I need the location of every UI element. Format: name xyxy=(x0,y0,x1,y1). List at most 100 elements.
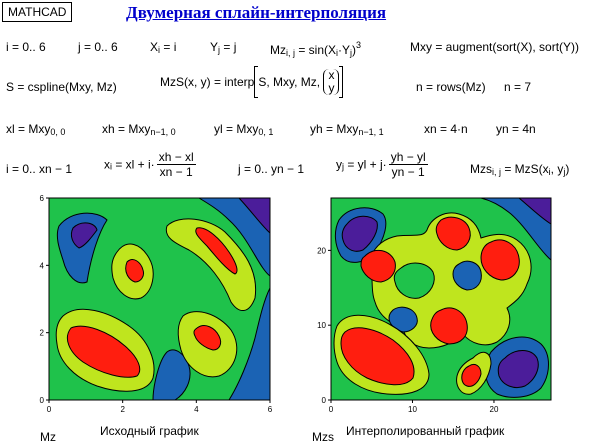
x-tick-label: 4 xyxy=(194,405,199,414)
def-i-range[interactable]: i = 0.. xn − 1 xyxy=(6,162,73,176)
bracket-right xyxy=(339,66,344,98)
yj-numerator: yh − yl xyxy=(388,150,428,165)
xi-fraction: xh − xl xn − 1 xyxy=(156,150,196,179)
yh-expr: yh = Mxy xyxy=(310,122,359,136)
mzs-y-index: j xyxy=(563,167,566,177)
y-tick-label: 0 xyxy=(322,396,327,405)
left-plot-variable: Mz xyxy=(40,430,56,444)
vector-y: y xyxy=(328,81,335,95)
def-mxy[interactable]: Mxy = augment(sort(X), sort(Y)) xyxy=(410,40,580,54)
mz-expr: = sin(X xyxy=(295,43,337,57)
right-plot-caption: Интерполированный график xyxy=(346,424,505,438)
xh-index: n−1, 0 xyxy=(150,127,176,137)
y-tick-label: 2 xyxy=(40,329,45,338)
def-yn[interactable]: yn = 4n xyxy=(496,122,536,136)
def-s[interactable]: S = cspline(Mxy, Mz) xyxy=(6,80,117,94)
mathcad-badge: MATHCAD xyxy=(2,2,73,22)
def-yj[interactable]: yj = yl + j· yh − yl yn − 1 xyxy=(336,150,430,179)
page-title: Двумерная сплайн-интерполяция xyxy=(126,3,387,22)
xi-numerator: xh − xl xyxy=(156,150,196,165)
y-value: = j xyxy=(220,40,237,54)
result-n[interactable]: n = 7 xyxy=(504,80,532,94)
x-name: X xyxy=(150,40,159,54)
mz-index: i, j xyxy=(286,48,295,58)
left-plot-caption: Исходный график xyxy=(100,424,199,438)
x-tick-label: 0 xyxy=(329,405,334,414)
contour-yellow-top-right xyxy=(165,218,257,311)
contour-red-top-center xyxy=(435,216,471,251)
y-tick-label: 10 xyxy=(317,321,326,330)
mz-name: Mz xyxy=(270,43,286,57)
def-j-range[interactable]: j = 0.. yn − 1 xyxy=(238,162,305,176)
contour-green-hole-1 xyxy=(393,262,435,299)
def-i[interactable]: i = 0.. 6 xyxy=(6,40,46,54)
mzs-expr3: ) xyxy=(565,162,570,176)
yj-expr: = yl + j· xyxy=(344,157,387,172)
yj-denominator: yn − 1 xyxy=(391,165,425,179)
def-xl[interactable]: xl = Mxy0, 0 xyxy=(6,122,65,137)
contour-purple-top-left xyxy=(70,222,98,249)
contour-blue-hole-2 xyxy=(388,306,418,333)
contour-red-bottom-left xyxy=(340,327,415,386)
yl-expr: yl = Mxy xyxy=(214,122,259,136)
plot-frame xyxy=(48,197,271,401)
def-y[interactable]: Yj = j xyxy=(210,40,236,55)
contour-red-top-right xyxy=(195,227,238,275)
def-n[interactable]: n = rows(Mz) xyxy=(416,80,486,94)
contour-plot-interpolated[interactable]: 0 10 20 0 10 20 xyxy=(314,192,554,418)
yj-index: j xyxy=(342,161,344,172)
xi-denominator: xn − 1 xyxy=(159,165,193,179)
x-tick-label: 10 xyxy=(408,405,417,414)
x-tick-label: 2 xyxy=(120,405,125,414)
def-yh[interactable]: yh = Mxyn−1, 1 xyxy=(310,122,384,137)
contour-red-bottom-right xyxy=(461,363,482,387)
xi-name: x xyxy=(104,157,110,172)
vector-x: x xyxy=(328,68,335,82)
mz-expr3: ) xyxy=(352,43,357,57)
y-index: j xyxy=(218,45,221,55)
mz-x-index: i xyxy=(336,48,339,58)
y-name: Y xyxy=(210,40,219,54)
x-tick-label: 6 xyxy=(268,405,273,414)
contour-red-bottom-center xyxy=(430,307,468,345)
yh-index: n−1, 1 xyxy=(358,127,384,137)
def-xh[interactable]: xh = Mxyn−1, 0 xyxy=(102,122,176,137)
y-tick-label: 0 xyxy=(40,396,45,405)
yj-fraction: yh − yl yn − 1 xyxy=(388,150,428,179)
y-tick-label: 6 xyxy=(40,194,45,203)
def-xi[interactable]: xi = xl + i· xh − xl xn − 1 xyxy=(104,150,198,179)
mzs-index: i, j xyxy=(492,167,501,177)
xl-expr: xl = Mxy xyxy=(6,122,51,136)
mzs-expr2: , y xyxy=(550,162,564,176)
contour-purple-top-right xyxy=(197,197,271,277)
x-value: = i xyxy=(160,40,177,54)
contour-blue-top-right xyxy=(480,197,552,262)
plot-frame xyxy=(330,197,552,401)
contour-blue-right xyxy=(228,287,271,401)
yl-index: 0, 1 xyxy=(258,127,274,137)
mz-expr2: ·Y xyxy=(338,43,351,57)
xl-index: 0, 0 xyxy=(50,127,66,137)
right-plot-variable: Mzs xyxy=(312,430,334,444)
contour-blue-hole-1 xyxy=(452,260,482,291)
def-mz[interactable]: Mzi, j = sin(Xi·Yj)3 xyxy=(270,40,361,58)
bracket-left xyxy=(254,66,259,98)
def-x[interactable]: Xi = i xyxy=(150,40,176,55)
def-mzs-matrix[interactable]: Mzsi, j = MzS(xi, yj) xyxy=(470,162,569,177)
def-j[interactable]: j = 0.. 6 xyxy=(78,40,118,54)
contour-blue-bottom-mid xyxy=(152,349,191,401)
def-xn[interactable]: xn = 4·n xyxy=(424,122,468,136)
xh-expr: xh = Mxy xyxy=(102,122,151,136)
contour-plot-original[interactable]: 0 2 4 6 0 2 4 6 xyxy=(36,192,274,418)
y-ticks: 0 2 4 6 xyxy=(40,194,49,405)
x-tick-label: 0 xyxy=(47,405,52,414)
def-yl[interactable]: yl = Mxy0, 1 xyxy=(214,122,273,137)
contour-red-mid-right xyxy=(193,325,222,351)
mzs-expr: = MzS(x xyxy=(501,162,549,176)
x-ticks: 0 10 20 xyxy=(329,400,499,414)
contour-red-right-center xyxy=(480,239,520,281)
mzs-func-name: MzS(x, y) = interp xyxy=(160,75,255,89)
x-tick-label: 20 xyxy=(490,405,499,414)
